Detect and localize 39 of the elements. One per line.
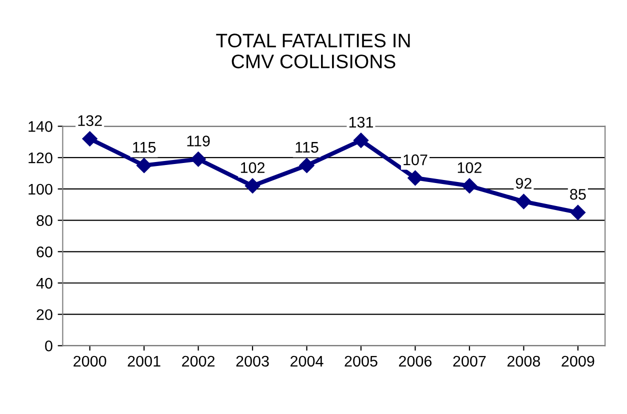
data-label: 102 [240, 162, 265, 174]
chart-title: TOTAL FATALITIES IN CMV COLLISIONS [216, 34, 410, 68]
data-label: 119 [187, 136, 210, 146]
x-tick-label: 2007 [453, 356, 486, 367]
x-tick-label: 2000 [74, 356, 106, 367]
data-label: 115 [133, 142, 156, 153]
y-tick-label: 40 [36, 278, 52, 289]
point [244, 178, 260, 194]
y-tick-label: 60 [36, 246, 52, 258]
point [408, 170, 423, 186]
data-label: 131 [349, 116, 373, 128]
point [570, 204, 586, 220]
x-tick-label: 2004 [290, 356, 324, 367]
x-tick-label: 2009 [562, 356, 594, 367]
point [190, 152, 206, 167]
x-tick-label: 2002 [182, 356, 215, 367]
y-tick-label: 100 [28, 184, 52, 195]
x-tick-label: 2006 [399, 356, 432, 367]
y-tick-label: 120 [28, 152, 52, 164]
y-tick-label: 20 [36, 309, 52, 320]
point [353, 132, 369, 148]
data-label: 102 [458, 162, 482, 174]
data-label: 115 [296, 142, 318, 153]
point [82, 131, 98, 146]
y-tick-label: 140 [28, 121, 52, 132]
point [462, 178, 478, 194]
point [516, 194, 532, 210]
point [299, 158, 314, 174]
data-label: 107 [404, 154, 428, 166]
point [136, 158, 152, 174]
data-label: 85 [570, 188, 586, 200]
y-tick-label: 0 [45, 340, 52, 352]
x-tick-label: 2003 [236, 356, 269, 367]
x-tick-label: 2008 [507, 356, 540, 367]
y-tick-label: 80 [36, 215, 52, 226]
x-tick-label: 2005 [344, 356, 378, 367]
data-label: 92 [516, 178, 532, 189]
x-tick-label: 2001 [128, 356, 160, 367]
data-label: 132 [78, 115, 102, 126]
